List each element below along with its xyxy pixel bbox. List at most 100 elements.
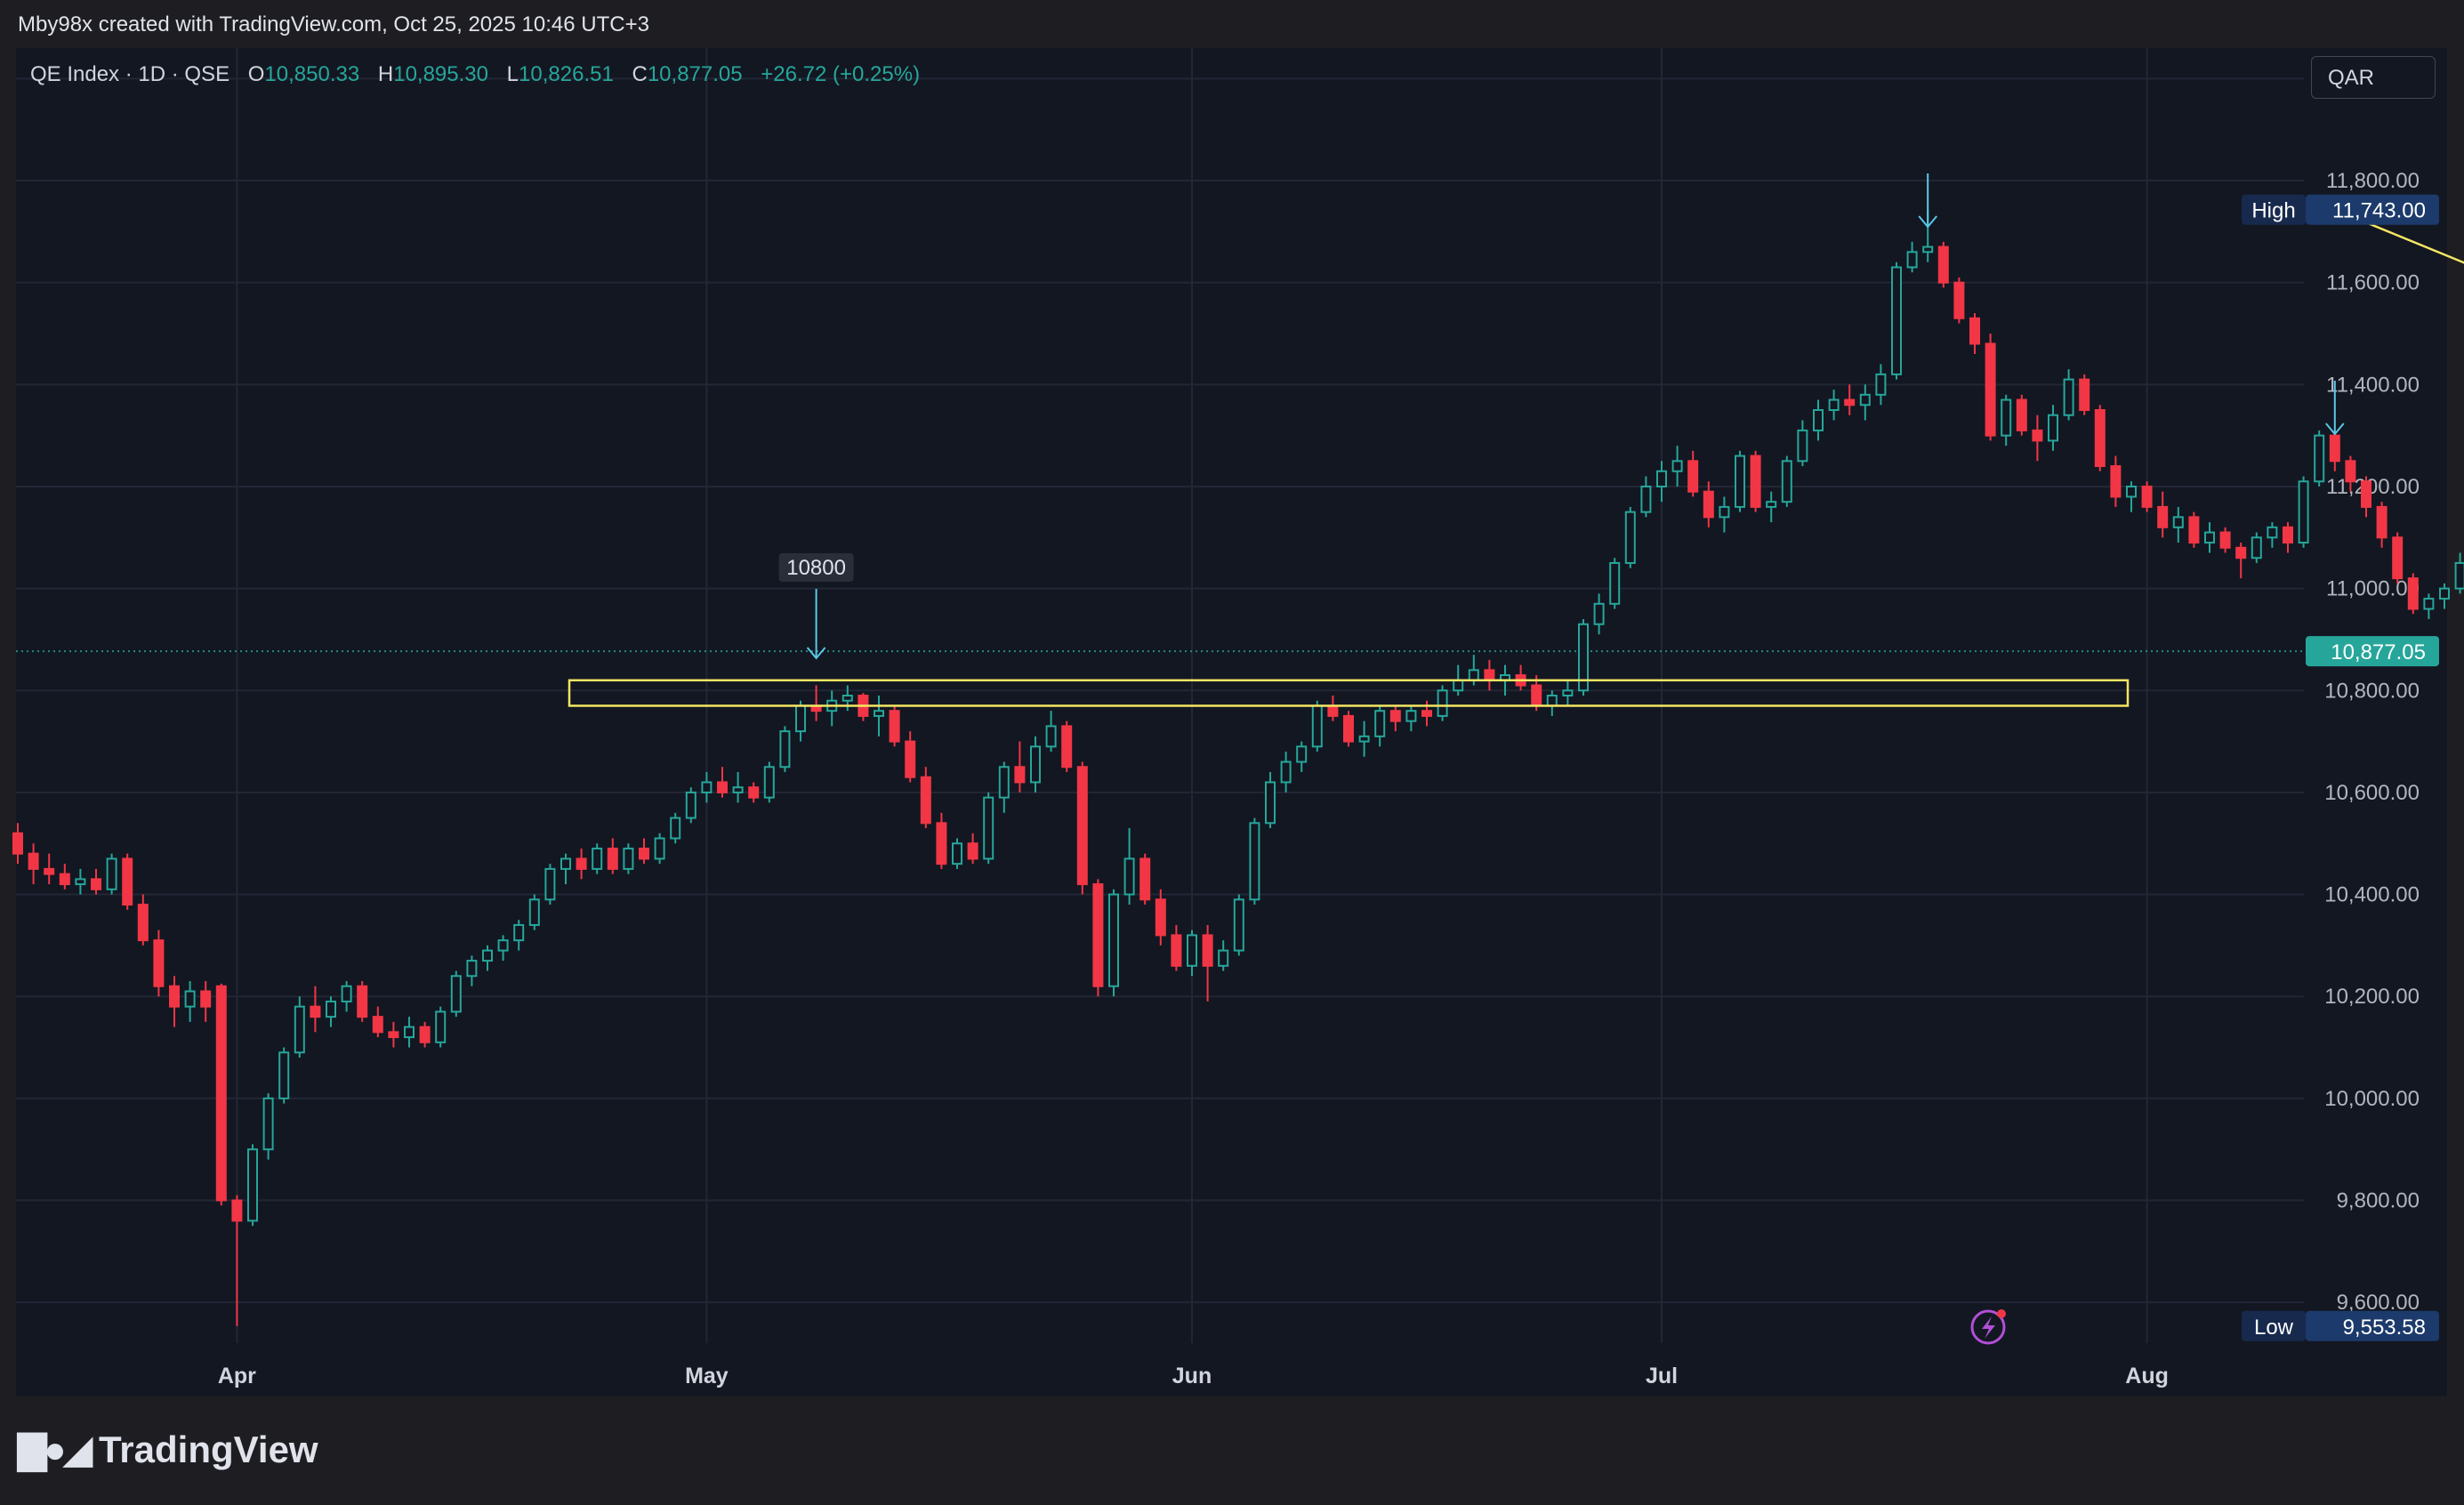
bolt-circle [1970,1309,2006,1345]
candle-body [357,985,368,1018]
y-tick-label: 10,800.00 [2324,679,2420,703]
badge-label: High [2251,199,2295,223]
candle-body [2376,505,2388,539]
candle-body [122,857,133,906]
candle-body [1969,317,1980,345]
candle-body [215,985,227,1202]
chart-panel[interactable] [16,48,2447,1396]
candle-body [544,867,556,901]
low-value: 10,826.51 [519,62,614,86]
candle-body [2001,398,2012,437]
candle-body [231,1199,243,1222]
candle-body [153,939,165,987]
candle-body [2329,434,2340,463]
candle-body [685,791,697,819]
candle-body [12,832,23,855]
candle-body [2126,485,2137,498]
candle-body [936,822,947,865]
candle-body [795,704,806,733]
candle-body [91,878,101,890]
y-tick-label: 11,200.00 [2326,475,2420,499]
candle-body [1453,679,1464,692]
x-tick-label: Apr [218,1364,256,1388]
candle-body [1218,949,1229,967]
candle-body [1233,898,1244,952]
candle-body [2361,480,2371,508]
candle-body [1061,725,1073,769]
candle-body [670,817,681,840]
candle-body [404,1026,415,1039]
candle-body [717,781,728,793]
candle-body [1937,245,1949,284]
tradingview-logo: ▇●◢ TradingView [18,1428,318,1471]
candle-body [44,867,55,875]
arrow-head [1918,215,1937,229]
candle-body [2063,378,2074,416]
change-value: +26.72 (+0.25%) [761,62,921,86]
candle-body [1014,766,1026,784]
candle-body [874,710,884,717]
high-badge: 11,743.00 High [2242,194,2439,225]
candle-body [1187,934,1197,967]
candle-body [1671,460,1683,472]
candle-body [278,1051,290,1099]
candle-body [1562,689,1574,696]
candle-body [2204,531,2215,544]
candle-body [732,786,744,793]
candle-body [560,857,571,870]
badge-value-box [2306,1310,2439,1341]
candle-body [1374,710,1386,737]
x-tick-label: May [685,1364,729,1388]
candle-body [1108,893,1119,987]
candle-body [920,776,931,825]
candle-body [1405,710,1417,722]
candle-body [2032,429,2043,442]
candle-body [1468,669,1479,681]
arrow-head [806,647,826,660]
candle-body [1891,266,1902,375]
bolt-glyph [1982,1316,1995,1339]
candle-body [1703,490,1714,519]
currency-button[interactable]: QAR [2311,56,2436,99]
candle-body [2407,577,2419,610]
x-tick-label: Jul [1646,1364,1678,1388]
badge-label-box [2242,194,2306,225]
logo-text: TradingView [98,1429,318,1470]
candle-body [247,1148,258,1222]
candle-body [2094,408,2106,468]
candle-body [905,740,916,778]
candle-body [952,842,962,865]
candle-body [528,898,540,926]
candle-body [1875,373,1887,396]
candle-body [59,873,70,886]
candle-body [310,1005,321,1018]
candle-body [2016,398,2027,431]
candle-body [2251,536,2262,559]
x-axis-labels: AprMayJunJulAugSepOctNov [218,1364,2169,1388]
candle-body [2172,516,2184,528]
high-label: H [377,62,394,86]
candle-body [2392,536,2404,580]
badge-label-box [2242,1310,2306,1341]
x-tick-label: Aug [2125,1364,2169,1388]
candle-body [2283,526,2293,544]
candle-body [1202,934,1213,967]
grid-lines [16,48,2304,1343]
candle-body [1656,470,1667,487]
candle-body [1719,505,1730,519]
y-tick-label: 11,400.00 [2326,373,2420,397]
low-label: L [506,62,519,86]
candle-body [1546,695,1558,707]
candle-body [1735,455,1745,508]
close-value: 10,877.05 [647,62,743,86]
badge-value-box [2306,636,2439,667]
candle-body [372,1016,383,1034]
annotation-text: 10800 [786,556,846,580]
candle-body [1343,714,1354,743]
candle-body [2439,587,2450,600]
y-tick-label: 9,800.00 [2337,1188,2420,1212]
candle-body [1985,342,1996,437]
badge-value: 10,877.05 [2331,640,2426,664]
candle-body [450,975,462,1013]
